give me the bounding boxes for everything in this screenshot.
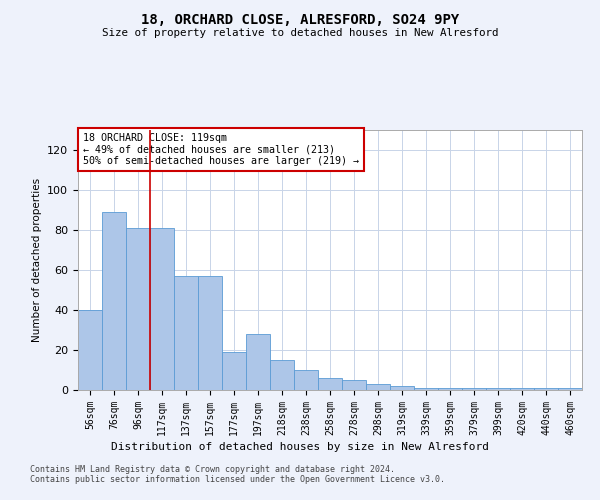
- Bar: [558, 388, 582, 390]
- Y-axis label: Number of detached properties: Number of detached properties: [32, 178, 41, 342]
- Bar: [294, 370, 318, 390]
- Bar: [366, 384, 390, 390]
- Text: 18 ORCHARD CLOSE: 119sqm
← 49% of detached houses are smaller (213)
50% of semi-: 18 ORCHARD CLOSE: 119sqm ← 49% of detach…: [83, 132, 359, 166]
- Bar: [102, 212, 126, 390]
- Text: Contains HM Land Registry data © Crown copyright and database right 2024.
Contai: Contains HM Land Registry data © Crown c…: [30, 465, 445, 484]
- Bar: [318, 378, 342, 390]
- Bar: [534, 388, 558, 390]
- Bar: [78, 310, 102, 390]
- Bar: [414, 388, 438, 390]
- Bar: [126, 228, 150, 390]
- Bar: [342, 380, 366, 390]
- Bar: [390, 386, 414, 390]
- Bar: [222, 352, 246, 390]
- Bar: [462, 388, 486, 390]
- Text: 18, ORCHARD CLOSE, ALRESFORD, SO24 9PY: 18, ORCHARD CLOSE, ALRESFORD, SO24 9PY: [141, 12, 459, 26]
- Bar: [270, 360, 294, 390]
- Bar: [246, 334, 270, 390]
- Bar: [486, 388, 510, 390]
- Bar: [150, 228, 174, 390]
- Bar: [198, 276, 222, 390]
- Bar: [438, 388, 462, 390]
- Bar: [510, 388, 534, 390]
- Text: Size of property relative to detached houses in New Alresford: Size of property relative to detached ho…: [102, 28, 498, 38]
- Bar: [174, 276, 198, 390]
- Text: Distribution of detached houses by size in New Alresford: Distribution of detached houses by size …: [111, 442, 489, 452]
